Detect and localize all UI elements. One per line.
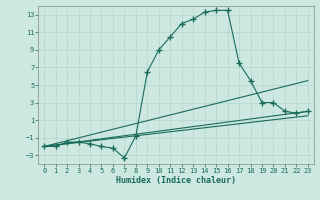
X-axis label: Humidex (Indice chaleur): Humidex (Indice chaleur) (116, 176, 236, 185)
